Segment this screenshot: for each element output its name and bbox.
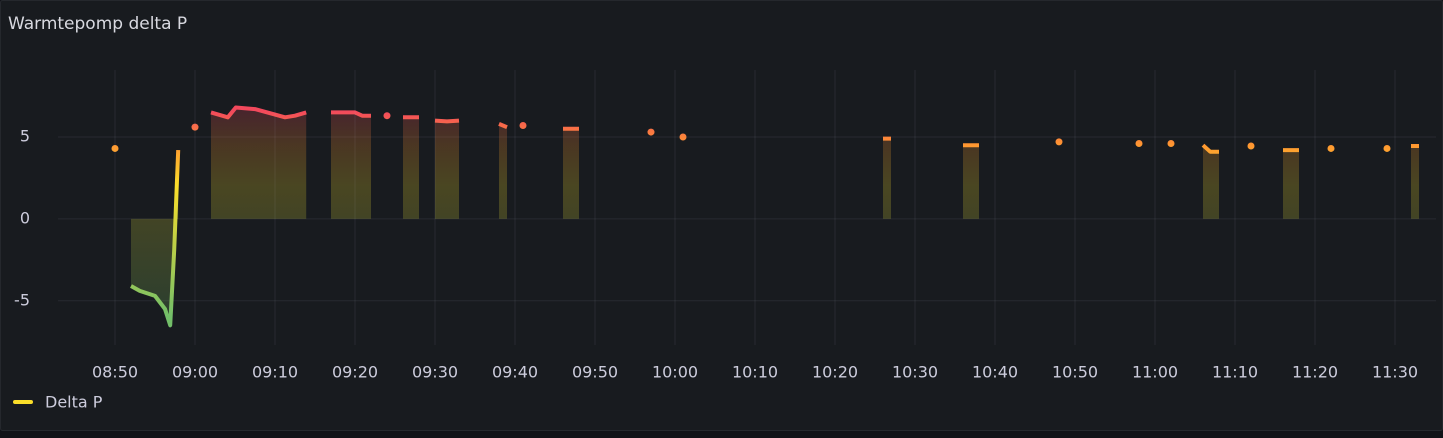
point bbox=[1167, 140, 1175, 148]
point bbox=[1383, 144, 1391, 152]
x-tick-label: 09:40 bbox=[492, 363, 538, 382]
x-tick-label: 11:10 bbox=[1212, 363, 1258, 382]
area bbox=[1283, 150, 1299, 219]
area bbox=[883, 138, 891, 219]
area bbox=[963, 145, 979, 219]
x-tick-label: 11:30 bbox=[1372, 363, 1418, 382]
point bbox=[1247, 142, 1255, 150]
area bbox=[211, 107, 307, 219]
point bbox=[1327, 144, 1335, 152]
point bbox=[679, 133, 687, 141]
legend-swatch[interactable] bbox=[13, 400, 33, 404]
area bbox=[563, 128, 579, 219]
x-tick-label: 10:10 bbox=[732, 363, 778, 382]
x-tick-label: 10:40 bbox=[972, 363, 1018, 382]
area bbox=[1411, 145, 1419, 219]
x-tick-label: 10:50 bbox=[1052, 363, 1098, 382]
y-tick-label: 5 bbox=[20, 126, 30, 145]
y-tick-label: -5 bbox=[14, 290, 30, 309]
point bbox=[191, 123, 199, 131]
x-tick-label: 09:30 bbox=[412, 363, 458, 382]
x-tick-label: 09:10 bbox=[252, 363, 298, 382]
x-tick-label: 10:20 bbox=[812, 363, 858, 382]
panel-title: Warmtepomp delta P bbox=[8, 14, 187, 34]
area bbox=[499, 123, 507, 219]
area bbox=[331, 112, 371, 219]
x-tick-label: 10:30 bbox=[892, 363, 938, 382]
x-tick-label: 11:20 bbox=[1292, 363, 1338, 382]
x-tick-label: 11:00 bbox=[1132, 363, 1178, 382]
point bbox=[647, 128, 655, 136]
x-tick-label: 09:20 bbox=[332, 363, 378, 382]
x-tick-label: 10:00 bbox=[652, 363, 698, 382]
y-tick-label: 0 bbox=[20, 208, 30, 227]
area bbox=[403, 117, 419, 219]
area bbox=[1203, 145, 1219, 219]
area bbox=[435, 120, 459, 219]
point bbox=[111, 144, 119, 152]
x-tick-label: 09:00 bbox=[172, 363, 218, 382]
point bbox=[1055, 138, 1063, 146]
x-tick-label: 09:50 bbox=[572, 363, 618, 382]
point bbox=[519, 122, 527, 130]
point bbox=[1135, 140, 1143, 148]
x-tick-label: 08:50 bbox=[92, 363, 138, 382]
area bbox=[131, 150, 179, 326]
line bbox=[130, 105, 1419, 328]
point bbox=[383, 112, 391, 120]
legend-label[interactable]: Delta P bbox=[45, 393, 103, 412]
